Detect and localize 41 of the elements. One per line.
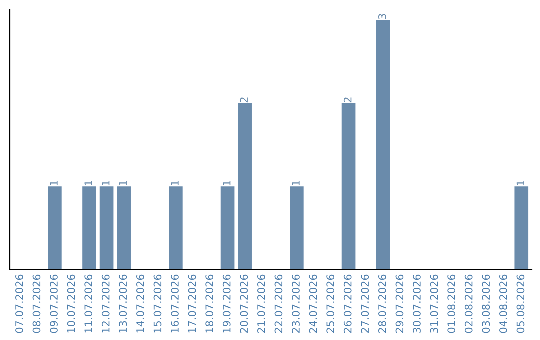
data-label: 1 [102, 181, 110, 186]
x-tick-label: 10.07.2026 [67, 274, 76, 333]
x-tick-label: 24.07.2026 [309, 274, 318, 334]
x-tick-label: 28.07.2026 [378, 274, 386, 334]
x-tick-label: 04.08.2026 [499, 274, 508, 334]
data-label: 1 [171, 181, 179, 186]
x-tick-label: 14.07.2026 [136, 274, 144, 333]
x-tick-label: 11.07.2026 [84, 274, 93, 333]
x-tick-label: 09.07.2026 [50, 274, 58, 334]
x-tick-label: 20.07.2026 [240, 274, 248, 334]
x-tick-label: 01.08.2026 [448, 274, 456, 334]
x-tick-label: 15.07.2026 [154, 274, 162, 333]
data-label: 1 [119, 181, 127, 186]
x-tick-label: 21.07.2026 [258, 274, 266, 334]
data-label: 1 [516, 181, 525, 186]
data-label: 1 [292, 181, 300, 186]
x-tick-label: 25.07.2026 [326, 274, 335, 334]
x-tick-label: 26.07.2026 [344, 274, 352, 334]
x-tick-label: 31.07.2026 [430, 274, 438, 334]
x-tick-label: 22.07.2026 [274, 274, 283, 334]
data-label: 2 [240, 98, 248, 103]
data-label: 1 [50, 181, 58, 186]
x-tick-label: 07.07.2026 [16, 274, 24, 334]
data-label: 1 [223, 181, 231, 186]
x-tick-label: 29.07.2026 [396, 274, 404, 334]
x-tick-label: 16.07.2026 [171, 274, 179, 333]
data-label: 1 [84, 181, 92, 186]
x-tick-label: 27.07.2026 [361, 274, 370, 334]
data-label: 2 [344, 98, 352, 103]
x-tick-label: 05.08.2026 [516, 274, 525, 334]
x-tick-label: 19.07.2026 [222, 274, 231, 333]
x-tick-label: 08.07.2026 [32, 274, 41, 334]
x-tick-label: 02.08.2026 [464, 274, 473, 334]
data-label: 3 [378, 14, 386, 20]
x-tick-label: 13.07.2026 [119, 274, 128, 333]
x-tick-label: 03.08.2026 [482, 274, 490, 334]
x-tick-label: 17.07.2026 [188, 274, 196, 333]
x-tick-label: 23.07.2026 [292, 274, 300, 334]
x-tick-label: 12.07.2026 [102, 274, 110, 333]
x-tick-label: 30.07.2026 [413, 274, 421, 334]
x-tick-label: 18.07.2026 [206, 274, 214, 333]
